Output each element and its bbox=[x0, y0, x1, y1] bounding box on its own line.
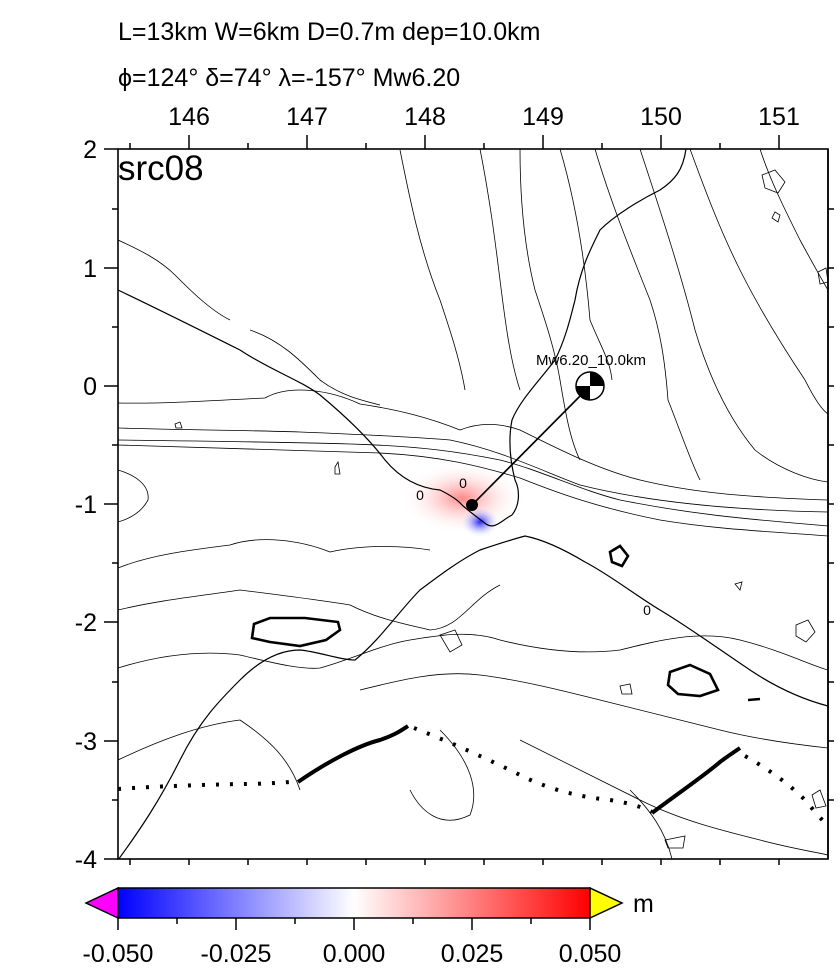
top-axis-ticks bbox=[129, 135, 780, 149]
negative-deformation bbox=[460, 506, 500, 538]
x-tick-label: 148 bbox=[404, 103, 446, 131]
colorbar-tick-label: 0.050 bbox=[559, 940, 622, 968]
contour-label: 0 bbox=[416, 487, 424, 503]
y-tick-label: 1 bbox=[83, 255, 97, 283]
event-label: Mw6.20_10.0km bbox=[536, 352, 646, 369]
y-tick-label: -2 bbox=[75, 609, 97, 637]
colorbar-overflow-triangle bbox=[589, 886, 624, 920]
colorbar-underflow-triangle bbox=[84, 886, 119, 920]
x-tick-label: 147 bbox=[286, 103, 328, 131]
x-tick-label: 149 bbox=[522, 103, 564, 131]
y-tick-label: -4 bbox=[75, 846, 97, 874]
x-tick-label: 151 bbox=[758, 103, 800, 131]
rupture-connector bbox=[471, 385, 591, 506]
y-tick-label: -3 bbox=[75, 728, 97, 756]
y-tick-label: -1 bbox=[75, 491, 97, 519]
panel-label: src08 bbox=[118, 149, 204, 188]
contour-label: 0 bbox=[459, 475, 467, 491]
right-axis-ticks bbox=[828, 208, 834, 801]
colorbar-tick-label: 0.025 bbox=[441, 940, 504, 968]
colorbar-gradient bbox=[117, 887, 591, 919]
contour-label: 0 bbox=[643, 602, 651, 618]
colorbar-unit: m bbox=[633, 890, 654, 918]
parameters-line-2: ϕ=124° δ=74° λ=-157° Mw6.20 bbox=[118, 64, 461, 92]
y-tick-label: 0 bbox=[83, 373, 97, 401]
parameters-line-1: L=13km W=6km D=0.7m dep=10.0km bbox=[118, 18, 541, 46]
y-tick-label: 2 bbox=[83, 136, 97, 164]
bathymetry-contours bbox=[118, 149, 828, 859]
colorbar-tick-label: 0.000 bbox=[323, 940, 386, 968]
map-body bbox=[118, 149, 828, 859]
x-tick-label: 146 bbox=[168, 103, 210, 131]
zero-contours bbox=[118, 149, 828, 859]
bottom-axis-ticks bbox=[129, 859, 780, 865]
trench-lines bbox=[118, 724, 828, 828]
small-contours bbox=[174, 169, 828, 849]
colorbar-tick-label: -0.050 bbox=[83, 940, 154, 968]
focal-mechanism-beachball bbox=[575, 371, 605, 401]
colorbar: m -0.050 -0.025 0.000 0.025 0.050 bbox=[83, 886, 654, 968]
thick-contours bbox=[250, 544, 761, 702]
x-tick-label: 150 bbox=[640, 103, 682, 131]
fault-centroid-marker bbox=[466, 499, 478, 511]
colorbar-ticks bbox=[117, 918, 591, 930]
colorbar-tick-label: -0.025 bbox=[201, 940, 272, 968]
left-axis-ticks bbox=[104, 148, 118, 860]
